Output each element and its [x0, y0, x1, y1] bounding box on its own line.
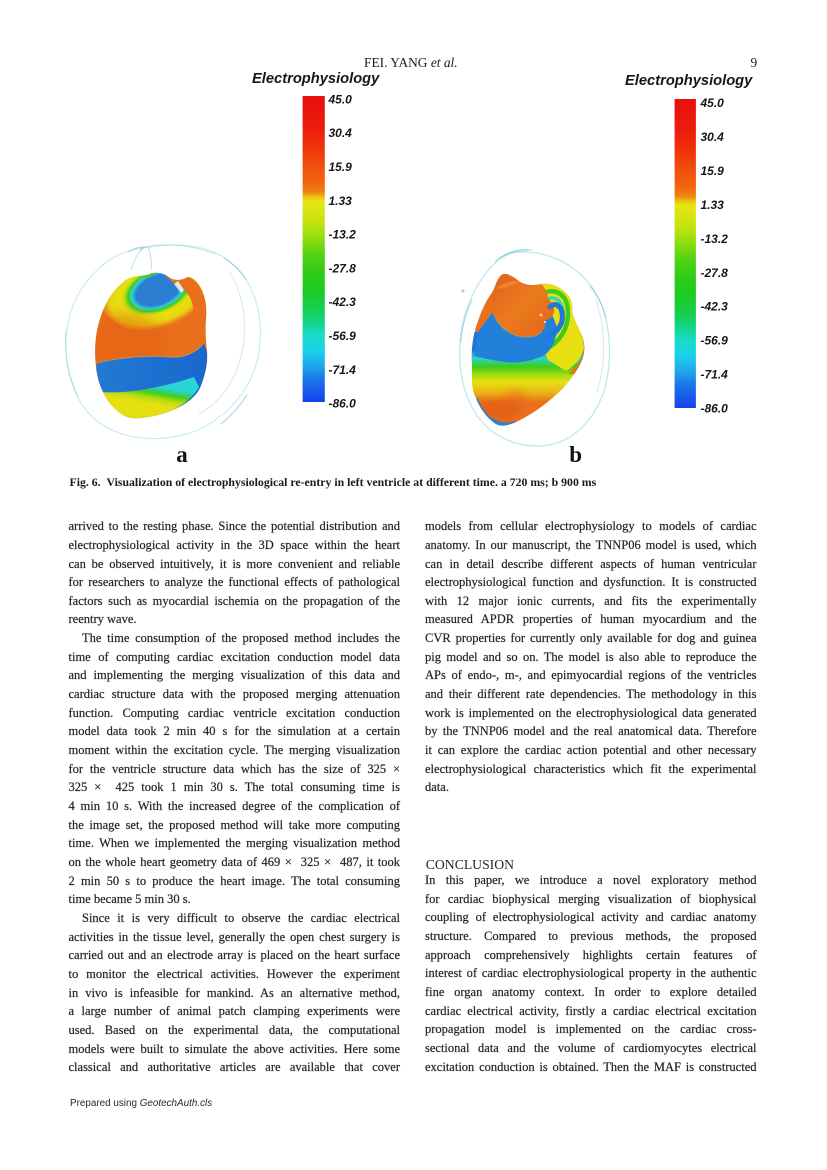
svg-text:-86.0: -86.0 [701, 402, 729, 416]
svg-text:-71.4: -71.4 [329, 363, 357, 377]
svg-text:15.9: 15.9 [701, 164, 725, 178]
svg-text:-27.8: -27.8 [701, 266, 729, 280]
svg-text:-42.3: -42.3 [701, 300, 729, 314]
svg-text:-13.2: -13.2 [701, 232, 729, 246]
svg-text:-86.0: -86.0 [329, 397, 357, 411]
svg-text:30.4: 30.4 [329, 126, 353, 140]
svg-text:-56.9: -56.9 [329, 329, 357, 343]
svg-text:-13.2: -13.2 [329, 228, 357, 242]
svg-text:-56.9: -56.9 [701, 334, 729, 348]
svg-text:1.33: 1.33 [329, 194, 353, 208]
svg-text:45.0: 45.0 [700, 96, 725, 110]
svg-text:1.33: 1.33 [701, 198, 725, 212]
svg-text:45.0: 45.0 [328, 92, 353, 106]
svg-text:-42.3: -42.3 [329, 295, 357, 309]
svg-text:30.4: 30.4 [701, 130, 725, 144]
svg-text:15.9: 15.9 [329, 160, 353, 174]
svg-text:-27.8: -27.8 [329, 261, 357, 275]
svg-text:-71.4: -71.4 [701, 368, 729, 382]
